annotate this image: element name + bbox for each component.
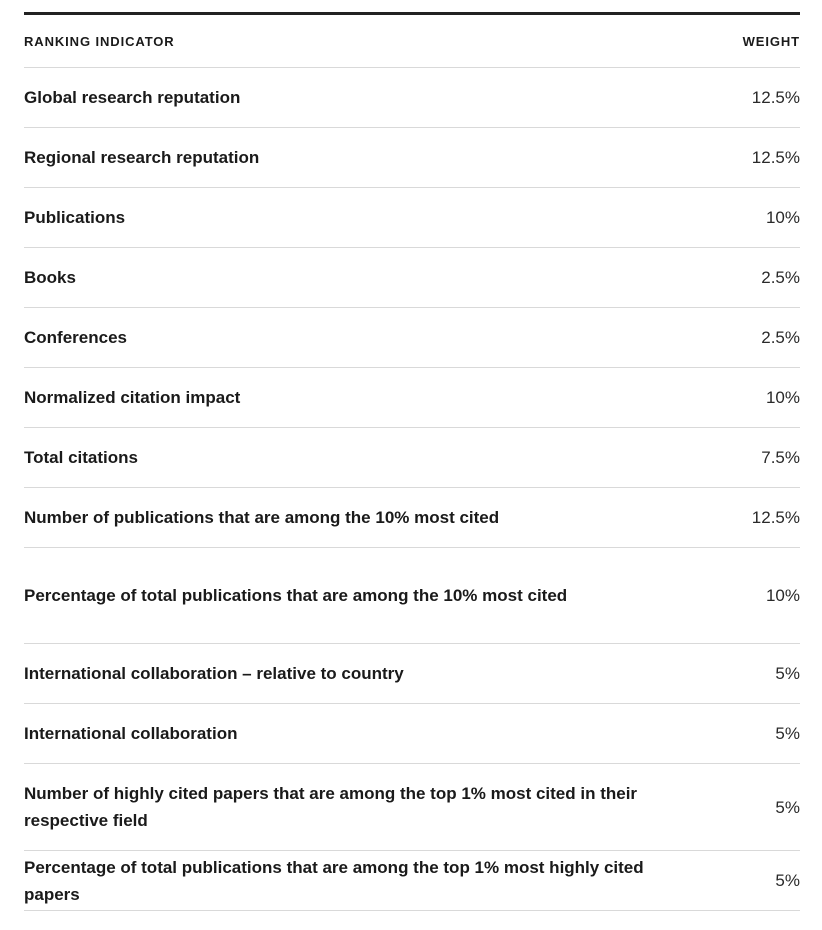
indicator-cell: Normalized citation impact bbox=[24, 367, 710, 428]
table-row: Global research reputation 12.5% bbox=[24, 67, 800, 128]
weight-cell: 12.5% bbox=[710, 67, 800, 128]
weight-cell: 10% bbox=[710, 367, 800, 428]
table-row: International collaboration – relative t… bbox=[24, 643, 800, 704]
weight-cell: 2.5% bbox=[710, 247, 800, 308]
indicator-cell: International collaboration bbox=[24, 703, 710, 764]
table-header: RANKING INDICATOR WEIGHT bbox=[24, 13, 800, 68]
ranking-indicators-table: RANKING INDICATOR WEIGHT Global research… bbox=[24, 12, 800, 911]
table-row: Number of publications that are among th… bbox=[24, 487, 800, 548]
weight-cell: 10% bbox=[710, 547, 800, 644]
weight-cell: 5% bbox=[710, 703, 800, 764]
indicator-cell: Books bbox=[24, 247, 710, 308]
indicator-cell: Percentage of total publications that ar… bbox=[24, 547, 710, 644]
indicator-cell: Global research reputation bbox=[24, 67, 710, 128]
weight-cell: 5% bbox=[710, 643, 800, 704]
table-row: Regional research reputation 12.5% bbox=[24, 127, 800, 188]
indicator-cell: Publications bbox=[24, 187, 710, 248]
indicator-cell: International collaboration – relative t… bbox=[24, 643, 710, 704]
table-body: Global research reputation 12.5% Regiona… bbox=[24, 67, 800, 911]
table-row: Books 2.5% bbox=[24, 247, 800, 308]
table-row: International collaboration 5% bbox=[24, 703, 800, 764]
weight-cell: 2.5% bbox=[710, 307, 800, 368]
indicator-cell: Number of highly cited papers that are a… bbox=[24, 763, 710, 851]
table-row: Percentage of total publications that ar… bbox=[24, 547, 800, 644]
weight-cell: 10% bbox=[710, 187, 800, 248]
header-ranking-indicator: RANKING INDICATOR bbox=[24, 13, 710, 68]
indicator-cell: Total citations bbox=[24, 427, 710, 488]
ranking-table-container: RANKING INDICATOR WEIGHT Global research… bbox=[24, 12, 800, 911]
table-row: Normalized citation impact 10% bbox=[24, 367, 800, 428]
header-weight: WEIGHT bbox=[710, 13, 800, 68]
table-row: Number of highly cited papers that are a… bbox=[24, 763, 800, 851]
indicator-cell: Percentage of total publications that ar… bbox=[24, 850, 710, 911]
indicator-cell: Number of publications that are among th… bbox=[24, 487, 710, 548]
weight-cell: 12.5% bbox=[710, 487, 800, 548]
table-row: Publications 10% bbox=[24, 187, 800, 248]
header-row: RANKING INDICATOR WEIGHT bbox=[24, 13, 800, 68]
weight-cell: 12.5% bbox=[710, 127, 800, 188]
table-row: Percentage of total publications that ar… bbox=[24, 850, 800, 911]
weight-cell: 5% bbox=[710, 763, 800, 851]
weight-cell: 7.5% bbox=[710, 427, 800, 488]
weight-cell: 5% bbox=[710, 850, 800, 911]
table-row: Total citations 7.5% bbox=[24, 427, 800, 488]
table-row: Conferences 2.5% bbox=[24, 307, 800, 368]
indicator-cell: Conferences bbox=[24, 307, 710, 368]
indicator-cell: Regional research reputation bbox=[24, 127, 710, 188]
